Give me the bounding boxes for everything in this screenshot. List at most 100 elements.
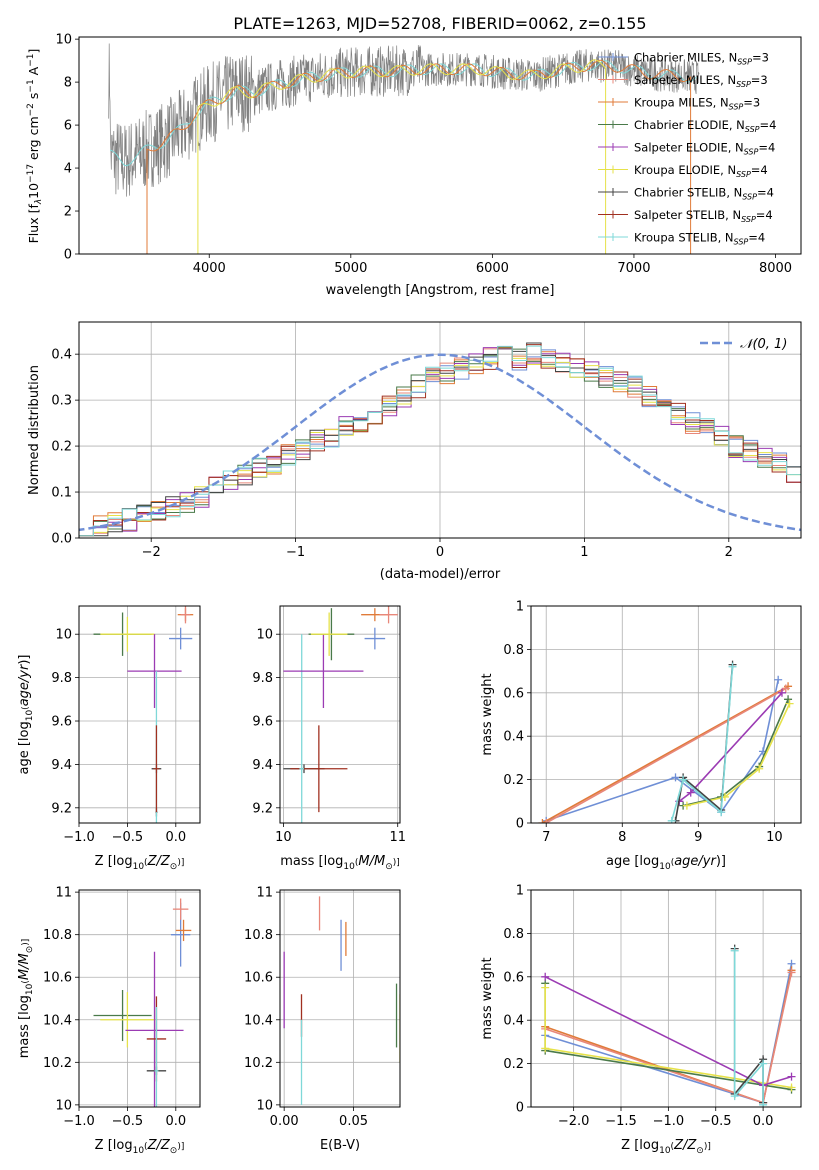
spectrum-model-line	[197, 59, 607, 254]
x-tick-label: 10	[275, 830, 292, 845]
y-tick-label: 9.6	[252, 715, 273, 730]
y-tick-label: 10.4	[244, 1013, 273, 1028]
mass-weight-marker	[542, 819, 551, 823]
errorbar-point	[379, 606, 398, 624]
legend-label: Kroupa MILES, NSSP=3	[634, 96, 760, 112]
x-tick-label: 9	[694, 830, 702, 845]
y-tick-label: 2	[64, 205, 72, 220]
mass-weight-marker	[682, 801, 691, 810]
y-tick-label: 0.3	[51, 394, 72, 409]
mass-weight-marker	[759, 1059, 768, 1068]
x-tick-label: 2	[725, 545, 733, 560]
x-tick-label: 4000	[193, 261, 226, 276]
histogram-series	[79, 346, 801, 538]
mass-weight-marker	[679, 775, 688, 784]
x-tick-label: −0.5	[112, 1114, 144, 1129]
figure-title: PLATE=1263, MJD=52708, FIBERID=0062, z=0…	[233, 14, 646, 33]
mass-weight-marker	[717, 808, 726, 817]
y-tick-label: 9.8	[252, 671, 273, 686]
y-tick-label: 10.2	[43, 1056, 72, 1071]
chart-age_vs_Z: −1.0 −0.5 0.0 9.2 9.4 9.6 9.8 10 Z [log10(Z/Z⊙)]…	[17, 605, 201, 872]
y-tick-label: 11	[256, 886, 273, 901]
x-axis-label: mass [log10(M/M⊙)]	[280, 854, 400, 872]
axes-frame	[279, 605, 401, 824]
mass-weight-marker	[784, 695, 793, 704]
x-tick-label: 0.0	[165, 830, 186, 845]
errorbar-point	[125, 951, 184, 1107]
errorbar-point	[172, 898, 189, 920]
errorbar-point	[153, 725, 160, 813]
mass-weight-marker	[667, 816, 676, 823]
mass-weight-marker	[541, 972, 550, 981]
mass-weight-marker	[777, 688, 786, 697]
legend-label: Chabrier ELODIE, NSSP=4	[634, 118, 776, 134]
mass-weight-marker	[686, 788, 695, 797]
x-axis-label: Z [log10(Z/Z⊙)]	[621, 1138, 711, 1156]
y-axis-label: mass [log10(M/M⊙)]	[17, 939, 35, 1059]
y-tick-label: 9.8	[51, 671, 72, 686]
axes-frame	[78, 36, 802, 255]
axes-frame	[78, 321, 802, 539]
x-axis-label: Z [log10(Z/Z⊙)]	[95, 1138, 185, 1156]
mass-weight-marker	[728, 662, 737, 671]
mass-weight-series	[686, 703, 791, 807]
x-axis-label: age [log10(age/yr)]	[606, 854, 726, 872]
axes-frame	[530, 605, 802, 824]
y-tick-label: 0.4	[503, 730, 524, 745]
chart-residuals: −2 −1 0 1 2 0.0 0.1 0.2 0.3 0.4 (data-model)/error…	[27, 321, 802, 582]
chart-mass_vs_Z: −1.0 −0.5 0.0 10 10.2 10.4 10.6 10.8 11 Z [log10(…	[17, 886, 201, 1156]
x-tick-label: −1.0	[63, 830, 95, 845]
axes-frame	[279, 889, 401, 1108]
y-axis-label: Flux [fλ10−17 erg cm−2 s−1 A−1]	[26, 49, 44, 244]
mass-weight-series	[678, 692, 783, 802]
x-axis-label: (data-model)/error	[380, 567, 501, 582]
axes-frame	[78, 889, 201, 1108]
errorbar-point	[175, 919, 192, 942]
x-tick-label: 0.05	[339, 1114, 368, 1129]
chart-age_vs_mass: 10 11 9.2 9.4 9.6 9.8 10 mass [log10(M/M⊙)]	[252, 605, 406, 872]
x-tick-label: 8000	[759, 261, 792, 276]
histogram-series	[79, 348, 801, 538]
y-tick-label: 0.6	[503, 970, 524, 985]
errorbar-point	[100, 992, 155, 1048]
x-tick-label: −0.5	[700, 1114, 732, 1129]
chart-spectrum: 4000 5000 6000 7000 8000 0 2 4 6 8 10 wavelength [A…	[26, 33, 802, 298]
x-tick-label: 0	[436, 545, 444, 560]
plot-area	[93, 606, 194, 823]
chart-mw_vs_age: 7 8 9 10 0 0.2 0.4 0.6 0.8 1 age [log10(age/yr)] ma…	[480, 600, 802, 872]
x-tick-label: −2	[142, 545, 161, 560]
y-tick-label: 1	[516, 600, 524, 615]
errorbar-point	[364, 627, 386, 650]
y-tick-label: 0.1	[51, 486, 72, 501]
axes-frame	[530, 889, 802, 1108]
mass-weight-marker	[787, 1072, 796, 1081]
x-tick-label: −2.0	[558, 1114, 590, 1129]
y-tick-label: 0.0	[51, 532, 72, 547]
mass-weight-marker	[759, 1100, 768, 1107]
mass-weight-marker	[785, 699, 794, 708]
mass-weight-marker	[541, 1044, 550, 1053]
mass-weight-series	[542, 685, 789, 823]
plot-area	[541, 944, 796, 1107]
spectrum-legend: Chabrier MILES, NSSP=3 Salpeter MILES, NS…	[598, 51, 776, 247]
mass-weight-marker	[730, 946, 739, 955]
errorbar-point	[93, 989, 152, 1042]
mass-weight-series	[545, 687, 787, 823]
mass-weight-marker	[787, 1083, 796, 1092]
y-tick-label: 10.6	[244, 971, 273, 986]
y-tick-label: 0	[64, 248, 72, 263]
x-axis-label: wavelength [Angstrom, rest frame]	[326, 283, 555, 298]
y-axis-label: Normed distribution	[27, 365, 42, 495]
errorbar-point	[290, 725, 348, 813]
plot-area	[538, 660, 794, 823]
errorbar-point	[127, 634, 182, 708]
x-tick-label: 1	[580, 545, 588, 560]
legend-label: Salpeter MILES, NSSP=3	[634, 73, 768, 89]
legend-label: Chabrier MILES, NSSP=3	[634, 51, 769, 67]
y-tick-label: 0.2	[503, 773, 524, 788]
x-tick-label: 7	[542, 830, 550, 845]
y-tick-label: 0	[516, 1101, 524, 1116]
errorbar-point	[299, 634, 304, 823]
histogram-series	[79, 347, 801, 538]
